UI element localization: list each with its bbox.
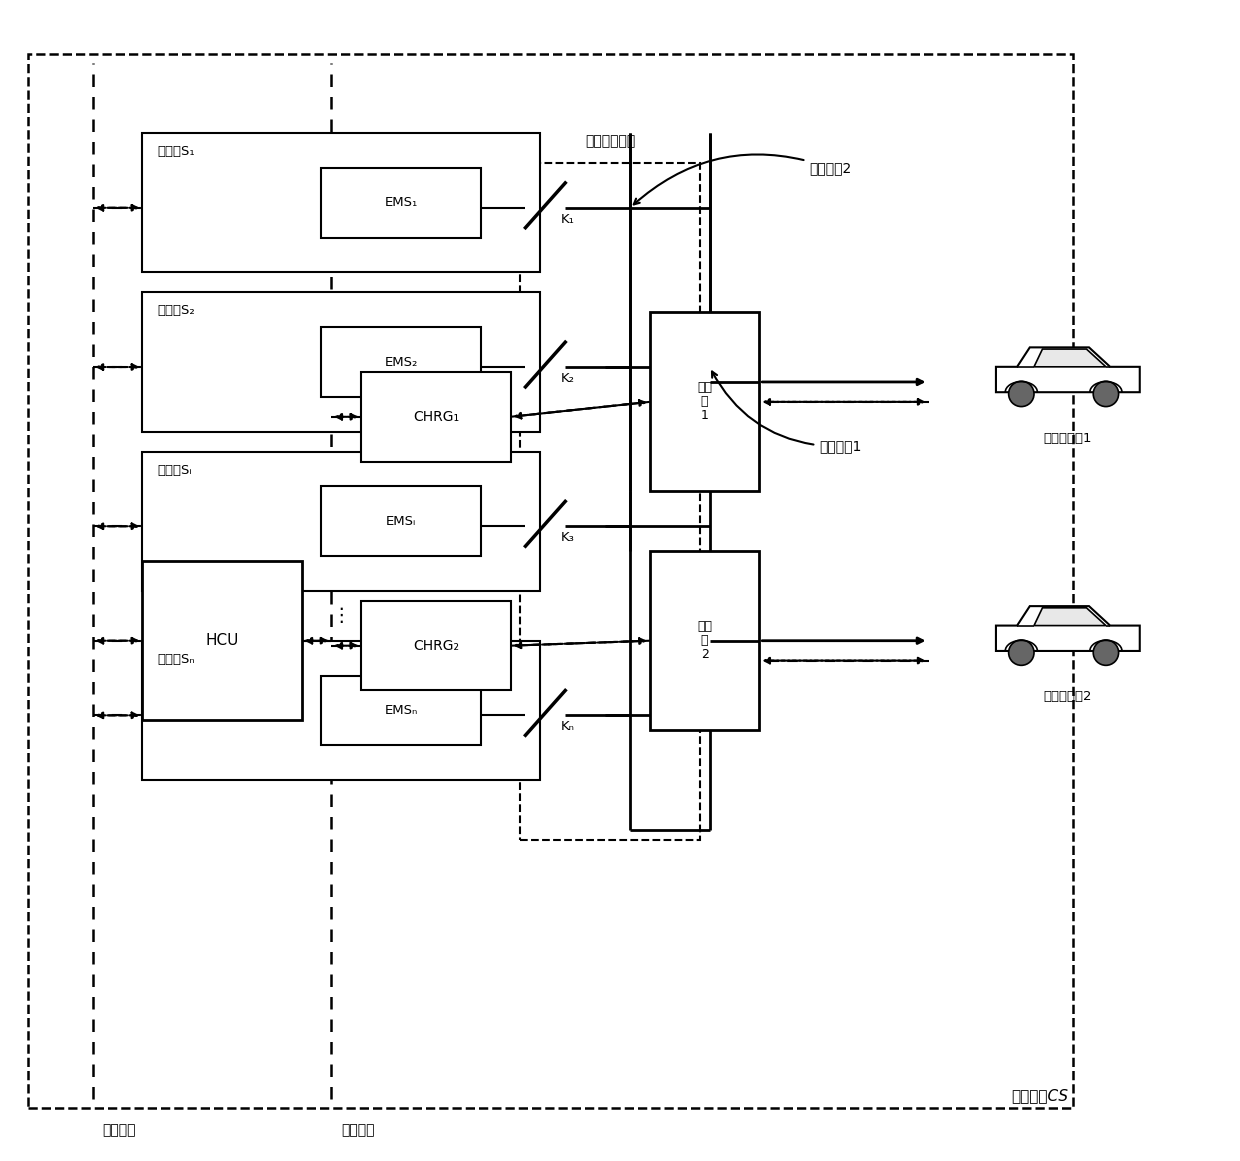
Text: K₃: K₃: [560, 532, 574, 545]
Bar: [321, 486, 481, 556]
Circle shape: [1094, 381, 1118, 406]
Text: K₂: K₂: [560, 372, 574, 385]
Circle shape: [1094, 640, 1118, 665]
Polygon shape: [996, 606, 1140, 651]
Text: 充电系统CS: 充电系统CS: [1011, 1089, 1068, 1103]
Text: 能量源S₁: 能量源S₁: [157, 145, 195, 158]
Bar: [321, 327, 481, 397]
Bar: [521, 163, 699, 839]
Bar: [361, 372, 511, 462]
Text: 通信总线: 通信总线: [341, 1124, 374, 1138]
Text: 能量源Sᵢ: 能量源Sᵢ: [157, 463, 192, 476]
Bar: [27, 53, 1073, 1109]
Text: Kₙ: Kₙ: [560, 720, 574, 734]
Bar: [143, 641, 541, 780]
Circle shape: [1008, 640, 1034, 665]
Polygon shape: [996, 347, 1140, 392]
Text: 待充电负载1: 待充电负载1: [1044, 432, 1092, 445]
Text: HCU: HCU: [206, 633, 238, 648]
Text: 能量源Sₙ: 能量源Sₙ: [157, 652, 195, 665]
Polygon shape: [1034, 608, 1106, 626]
Text: CHRG₂: CHRG₂: [413, 639, 459, 652]
Text: EMSₙ: EMSₙ: [384, 704, 418, 716]
Text: 充电
枪
2: 充电 枪 2: [697, 620, 712, 662]
Bar: [650, 551, 759, 730]
Text: EMS₂: EMS₂: [384, 355, 418, 368]
Text: 汇流分配单元: 汇流分配单元: [585, 134, 635, 149]
Polygon shape: [1034, 349, 1106, 367]
Text: 待充电负载2: 待充电负载2: [1044, 691, 1092, 704]
Bar: [143, 134, 541, 273]
Text: EMS₁: EMS₁: [384, 196, 418, 209]
Bar: [143, 452, 541, 591]
Text: EMSᵢ: EMSᵢ: [386, 514, 417, 528]
Text: ⋮: ⋮: [331, 606, 351, 626]
Bar: [321, 168, 481, 238]
Text: 通信总线: 通信总线: [103, 1124, 136, 1138]
Text: CHRG₁: CHRG₁: [413, 410, 459, 424]
Text: 能量源S₂: 能量源S₂: [157, 304, 195, 317]
Bar: [321, 676, 481, 745]
Text: 汇流母排1: 汇流母排1: [712, 372, 862, 454]
Bar: [650, 312, 759, 491]
Text: K₁: K₁: [560, 212, 574, 225]
Text: 充电
枪
1: 充电 枪 1: [697, 381, 712, 423]
Text: 汇流母排2: 汇流母排2: [634, 154, 852, 204]
Circle shape: [1008, 381, 1034, 406]
Bar: [143, 293, 541, 432]
Bar: [361, 601, 511, 691]
Bar: [143, 561, 301, 720]
